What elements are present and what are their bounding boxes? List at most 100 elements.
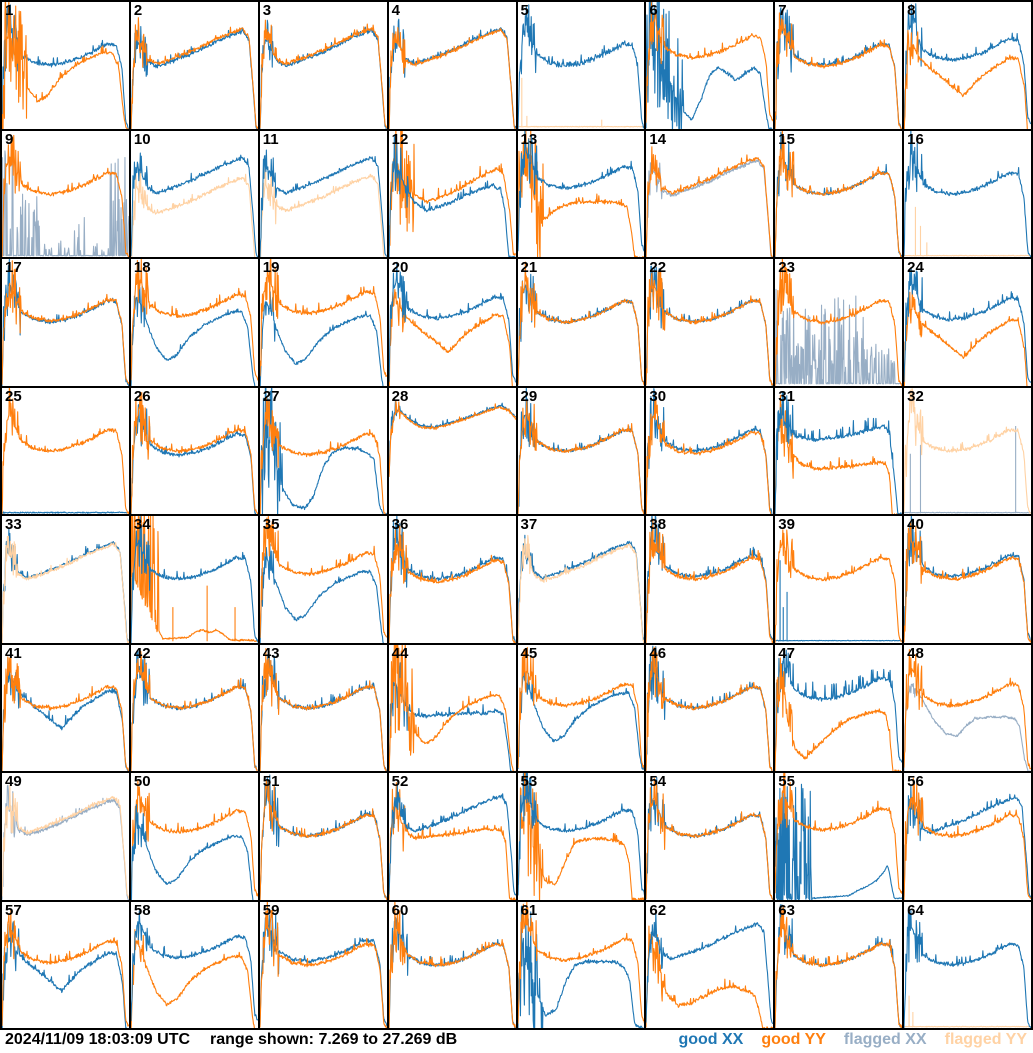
plot-cell-55[interactable]: 55 (775, 773, 905, 902)
plot-cell-4[interactable]: 4 (388, 2, 518, 131)
trace-goodXX (518, 5, 645, 129)
plot-cell-53[interactable]: 53 (517, 773, 647, 902)
trace-goodXX (904, 910, 1031, 1028)
plot-cell-label: 41 (5, 644, 22, 662)
spectrum-plot (260, 773, 387, 900)
plot-cell-33[interactable]: 33 (2, 516, 131, 645)
plot-cell-2[interactable]: 2 (130, 2, 260, 131)
plot-cell-50[interactable]: 50 (130, 773, 260, 902)
trace-goodXX (775, 904, 902, 1028)
trace-goodYY (518, 401, 645, 514)
plot-cell-34[interactable]: 34 (130, 516, 260, 645)
plot-cell-6[interactable]: 6 (646, 2, 776, 131)
plot-cell-20[interactable]: 20 (388, 259, 518, 388)
plot-cell-38[interactable]: 38 (646, 516, 776, 645)
plot-cell-47[interactable]: 47 (775, 644, 905, 773)
plot-cell-51[interactable]: 51 (259, 773, 389, 902)
plot-cell-26[interactable]: 26 (130, 387, 260, 516)
plot-cell-label: 15 (778, 130, 795, 148)
plot-cell-label: 30 (649, 387, 667, 405)
plot-cell-5[interactable]: 5 (517, 2, 647, 131)
plot-cell-45[interactable]: 45 (517, 644, 647, 773)
plot-cell-8[interactable]: 8 (904, 2, 1033, 131)
plot-cell-32[interactable]: 32 (904, 387, 1033, 516)
plot-cell-label: 24 (907, 259, 924, 276)
plot-cell-label: 47 (778, 644, 795, 662)
plot-cell-52[interactable]: 52 (388, 773, 518, 902)
plot-cell-label: 8 (907, 2, 916, 19)
plot-cell-42[interactable]: 42 (130, 644, 260, 773)
trace-goodYY (646, 269, 773, 385)
trace-goodYY (518, 902, 645, 1025)
plot-cell-label: 31 (778, 387, 795, 405)
trace-goodXX (518, 131, 645, 251)
plot-cell-44[interactable]: 44 (388, 644, 518, 773)
plot-cell-36[interactable]: 36 (388, 516, 518, 645)
plot-cell-9[interactable]: 9 (2, 130, 131, 259)
plot-cell-24[interactable]: 24 (904, 259, 1033, 388)
plot-cell-54[interactable]: 54 (646, 773, 776, 902)
plot-cell-25[interactable]: 25 (2, 387, 131, 516)
plot-cell-64[interactable]: 64 (904, 901, 1033, 1030)
plot-cell-label: 22 (649, 259, 667, 276)
plot-cell-61[interactable]: 61 (517, 901, 647, 1030)
trace-goodYY (646, 519, 773, 643)
plot-cell-14[interactable]: 14 (646, 130, 776, 259)
plot-cell-11[interactable]: 11 (259, 130, 389, 259)
trace-goodYY (260, 516, 387, 638)
spectrum-plot (904, 902, 1031, 1029)
plot-cell-56[interactable]: 56 (904, 773, 1033, 902)
plot-cell-41[interactable]: 41 (2, 644, 131, 773)
plot-cell-63[interactable]: 63 (775, 901, 905, 1030)
plot-cell-28[interactable]: 28 (388, 387, 518, 516)
plot-cell-39[interactable]: 39 (775, 516, 905, 645)
plot-cell-40[interactable]: 40 (904, 516, 1033, 645)
plot-cell-60[interactable]: 60 (388, 901, 518, 1030)
plot-cell-15[interactable]: 15 (775, 130, 905, 259)
plot-cell-62[interactable]: 62 (646, 901, 776, 1030)
plot-cell-58[interactable]: 58 (130, 901, 260, 1030)
plot-cell-label: 13 (520, 130, 538, 148)
plot-cell-16[interactable]: 16 (904, 130, 1033, 259)
plot-cell-label: 12 (391, 130, 409, 148)
plot-cell-23[interactable]: 23 (775, 259, 905, 388)
plot-cell-31[interactable]: 31 (775, 387, 905, 516)
legend-item-goodYY: good YY (761, 1031, 826, 1048)
plot-cell-10[interactable]: 10 (130, 130, 260, 259)
spectrum-plot (904, 131, 1031, 258)
trace-flaggedXX (646, 157, 773, 257)
spectrum-plot (260, 131, 387, 258)
trace-goodXX (260, 20, 387, 128)
plot-cell-1[interactable]: 1 (2, 2, 131, 131)
trace-goodYY (131, 18, 258, 129)
plot-cell-48[interactable]: 48 (904, 644, 1033, 773)
plot-cell-29[interactable]: 29 (517, 387, 647, 516)
spectrum-plot (518, 2, 645, 129)
plot-cell-12[interactable]: 12 (388, 130, 518, 259)
plot-cell-46[interactable]: 46 (646, 644, 776, 773)
plot-cell-27[interactable]: 27 (259, 387, 389, 516)
trace-goodYY (260, 259, 387, 377)
trace-goodXX (131, 283, 258, 386)
plot-cell-21[interactable]: 21 (517, 259, 647, 388)
plot-cell-22[interactable]: 22 (646, 259, 776, 388)
trace-goodYY (131, 516, 258, 643)
plot-cell-17[interactable]: 17 (2, 259, 131, 388)
plot-cell-7[interactable]: 7 (775, 2, 905, 131)
plot-cell-35[interactable]: 35 (259, 516, 389, 645)
plot-cell-30[interactable]: 30 (646, 387, 776, 516)
plot-cell-43[interactable]: 43 (259, 644, 389, 773)
trace-goodXX (260, 911, 387, 1025)
plot-cell-label: 9 (5, 130, 14, 148)
plot-cell-19[interactable]: 19 (259, 259, 389, 388)
plot-cell-57[interactable]: 57 (2, 901, 131, 1030)
plot-cell-37[interactable]: 37 (517, 516, 647, 645)
plot-cell-49[interactable]: 49 (2, 773, 131, 902)
spectrum-plot (518, 516, 645, 643)
plot-cell-59[interactable]: 59 (259, 901, 389, 1030)
plot-cell-label: 11 (262, 130, 279, 148)
plot-cell-18[interactable]: 18 (130, 259, 260, 388)
plot-cell-3[interactable]: 3 (259, 2, 389, 131)
plot-cell-13[interactable]: 13 (517, 130, 647, 259)
trace-goodYY (646, 146, 773, 257)
